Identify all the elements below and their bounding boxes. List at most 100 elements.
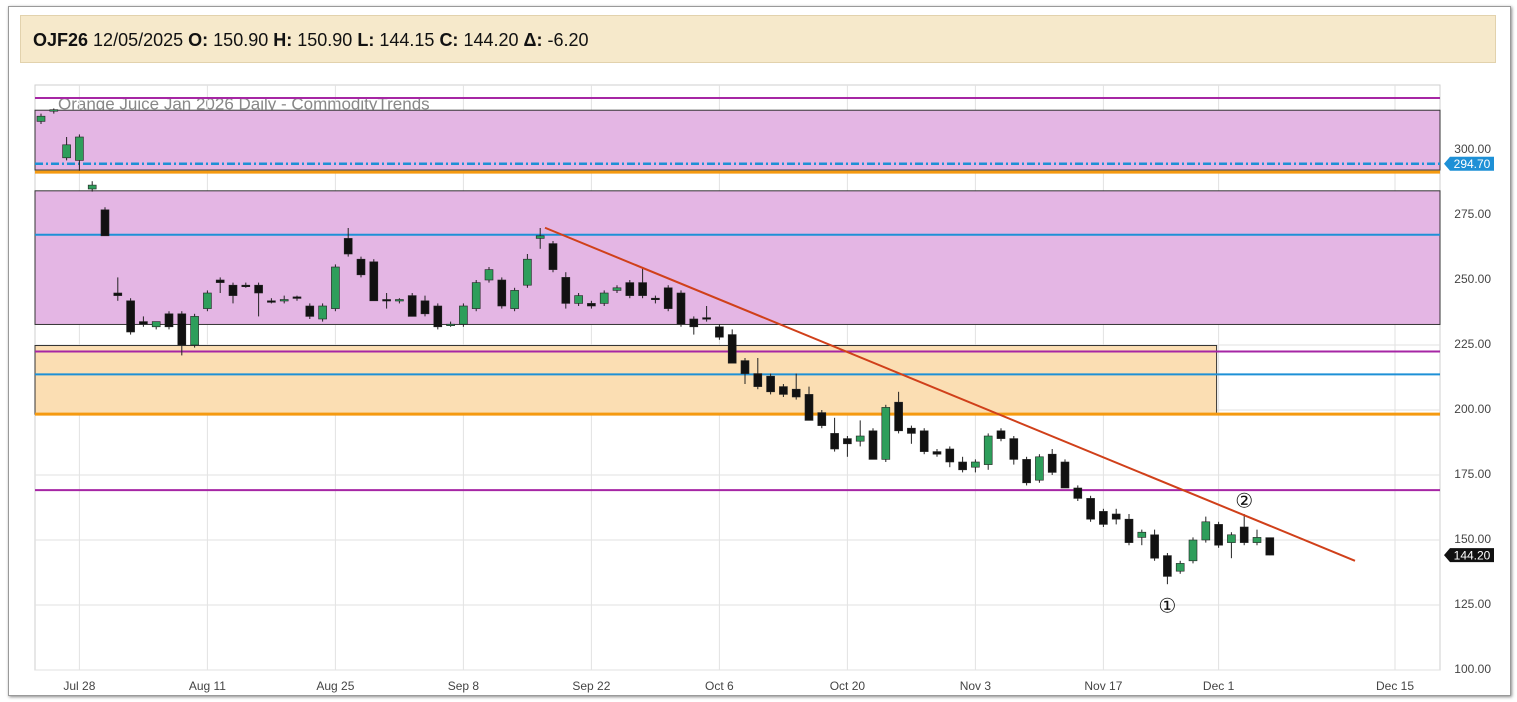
x-tick-label: Aug 25 [316, 679, 354, 693]
price-tag [1444, 156, 1494, 171]
zones [34, 109, 1441, 415]
candle-body [62, 144, 71, 159]
candle-body [1060, 461, 1070, 489]
candle-body [587, 303, 596, 307]
candle-body [574, 295, 583, 304]
candle-body [1111, 513, 1121, 520]
candle-body [446, 323, 455, 327]
candle-body [599, 292, 609, 304]
y-tick-label: 150.00 [1454, 532, 1491, 546]
y-tick-label: 100.00 [1454, 662, 1491, 676]
candle-body [241, 284, 251, 288]
y-tick-label: 175.00 [1454, 467, 1491, 481]
x-tick-label: Oct 6 [705, 679, 734, 693]
y-tick-label: 125.00 [1454, 597, 1491, 611]
trendline [544, 226, 1356, 562]
candle-body [894, 401, 903, 432]
field-label: H: [273, 30, 293, 50]
candle-body [343, 238, 353, 255]
candle-body [983, 435, 993, 465]
candle-body [471, 282, 481, 309]
candle-body [279, 299, 289, 302]
x-tick-label: Dec 1 [1203, 679, 1235, 693]
candle-body [87, 184, 97, 190]
y-tick-label: 250.00 [1454, 272, 1491, 286]
candle-body [843, 438, 852, 445]
candle-body [663, 287, 673, 309]
candle-body [689, 318, 699, 328]
candle-body [958, 461, 967, 471]
candle-body [996, 430, 1006, 439]
candle-body [177, 313, 187, 346]
x-tick-label: Nov 17 [1084, 679, 1122, 693]
date: 12/05/2025 [93, 30, 184, 50]
candle-body [49, 109, 59, 112]
candle-body [497, 279, 507, 307]
field-label: O: [188, 30, 209, 50]
price-tag [1444, 548, 1494, 563]
candle-body [715, 326, 724, 338]
candle-body [651, 297, 660, 301]
price-tag-label: 144.20 [1454, 548, 1491, 562]
x-tick-label: Jul 28 [63, 679, 95, 693]
candle-body [1163, 555, 1172, 577]
candle-body [1086, 498, 1095, 520]
candle-body [484, 269, 494, 281]
candle-body [228, 284, 238, 296]
y-tick-label: 275.00 [1454, 207, 1491, 221]
candle-body [791, 388, 801, 398]
candle-body [36, 115, 46, 122]
candle-body [1252, 537, 1262, 543]
candle-body [1099, 511, 1108, 525]
candle-body [267, 300, 276, 303]
zone [34, 190, 1441, 325]
field-label: C: [439, 30, 459, 50]
candle-body [420, 300, 430, 315]
symbol: OJF26 [33, 30, 89, 50]
candle-body [804, 394, 814, 421]
candle-body [113, 292, 123, 296]
candle-body [817, 412, 827, 426]
candle-body [369, 261, 379, 302]
candle-body [331, 266, 340, 309]
candle-body [1073, 487, 1083, 499]
candle-body [932, 451, 942, 455]
candle-body [139, 321, 148, 325]
candle-body [1022, 459, 1031, 484]
field-value: 150.90 [297, 30, 353, 50]
candle-body [1124, 518, 1134, 543]
candle-body [1188, 539, 1198, 562]
candle-body [1201, 521, 1211, 541]
candle-body [740, 360, 750, 374]
candle-body [1214, 524, 1223, 546]
candle-body [881, 407, 891, 460]
candle-body [855, 435, 865, 442]
candle-body [292, 296, 302, 299]
candle-body [126, 300, 135, 333]
x-tick-label: Sep 22 [572, 679, 610, 693]
candle-body [638, 282, 647, 296]
x-tick-label: Dec 15 [1376, 679, 1414, 693]
candle-body [945, 448, 955, 463]
candle-body [702, 317, 711, 320]
candle-body [407, 295, 417, 317]
price-tag-label: 294.70 [1454, 157, 1491, 171]
field-label: Δ: [523, 30, 543, 50]
candle-body [382, 299, 391, 302]
x-tick-label: Sep 8 [448, 679, 480, 693]
candle-body [779, 386, 788, 395]
candle-body [561, 277, 571, 304]
candle-body [766, 375, 775, 393]
candle-body [356, 258, 366, 276]
candle-body [868, 430, 878, 460]
candle-body [1047, 453, 1057, 473]
annotation: ② [1235, 490, 1253, 512]
candle-body [100, 209, 110, 237]
candle-body [305, 305, 315, 317]
field-label: L: [357, 30, 375, 50]
candle-body [164, 313, 174, 328]
x-tick-label: Oct 20 [830, 679, 866, 693]
candle-body [1265, 537, 1275, 556]
field-value: 144.15 [379, 30, 435, 50]
candle-body [907, 427, 916, 434]
